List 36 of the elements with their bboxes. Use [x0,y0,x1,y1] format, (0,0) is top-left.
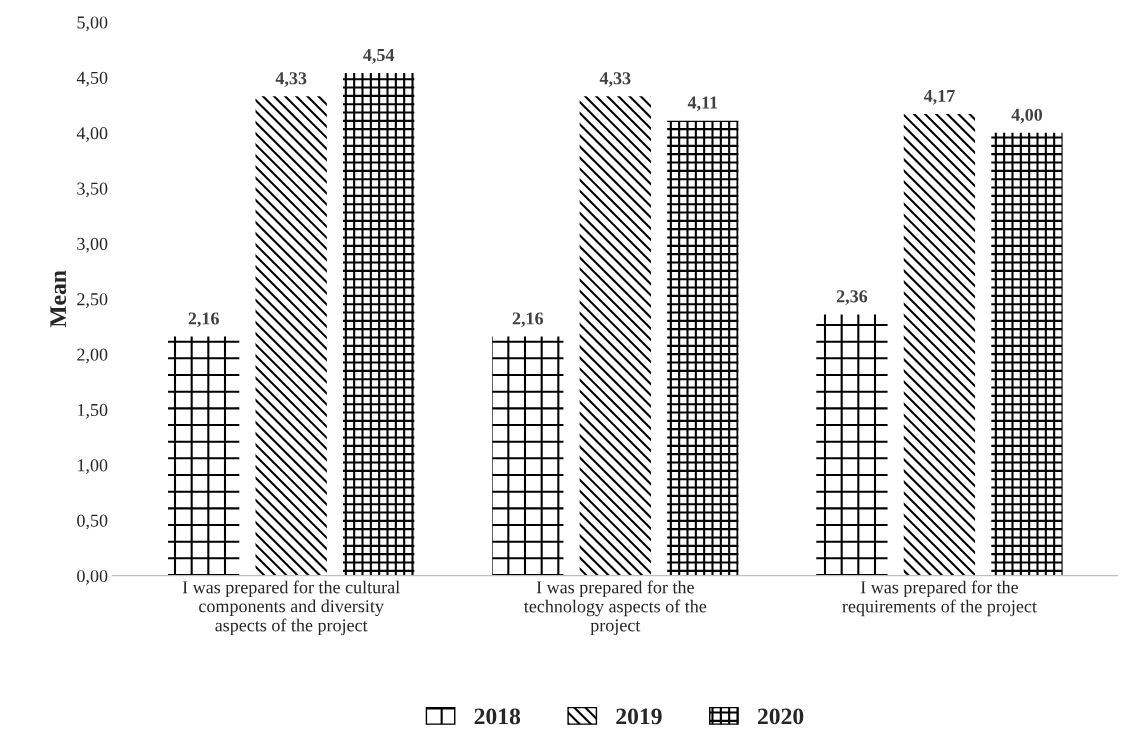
data-label: 2,36 [836,290,868,306]
bar [255,96,327,576]
data-label: 4,17 [923,89,955,105]
y-tick-label: 4,50 [76,71,108,87]
x-tick-label: I was prepared for the cultural components and diversity aspects of the project [182,580,400,636]
y-tick-label: 2,00 [77,348,108,364]
bar [816,314,888,576]
x-tick-label: I was prepared for the requirements of the project [842,580,1037,617]
data-label: 2,16 [188,312,219,328]
y-tick-label: 3,50 [77,182,108,198]
data-label: 2,16 [512,312,544,328]
data-label: 4,11 [687,96,718,112]
legend-label: 2018 [474,708,521,725]
y-axis-title: Mean [50,270,67,328]
legend-label: 2019 [616,708,662,725]
bar [168,336,240,576]
bar [991,132,1063,576]
bar [667,120,739,576]
bar [579,96,651,576]
y-tick-label: 2,50 [77,293,108,308]
y-tick-label: 5,00 [77,16,108,32]
y-tick-label: 3,00 [77,237,108,253]
y-tick-label: 1,50 [78,403,108,419]
bar [343,73,415,576]
bar [903,114,976,576]
data-label: 4,33 [275,72,307,87]
y-tick-label: 0,50 [77,514,108,530]
y-tick-label: 4,00 [76,127,108,142]
data-label: 4,00 [1011,108,1043,124]
bar [492,336,564,576]
data-label: 4,33 [599,72,631,87]
x-tick-label: I was prepared for the technology aspects of the project [523,580,707,636]
data-label: 4,54 [363,49,395,64]
y-tick-label: 1,00 [78,459,108,474]
y-tick-label: 0,00 [77,569,108,585]
legend-label: 2020 [757,708,804,725]
